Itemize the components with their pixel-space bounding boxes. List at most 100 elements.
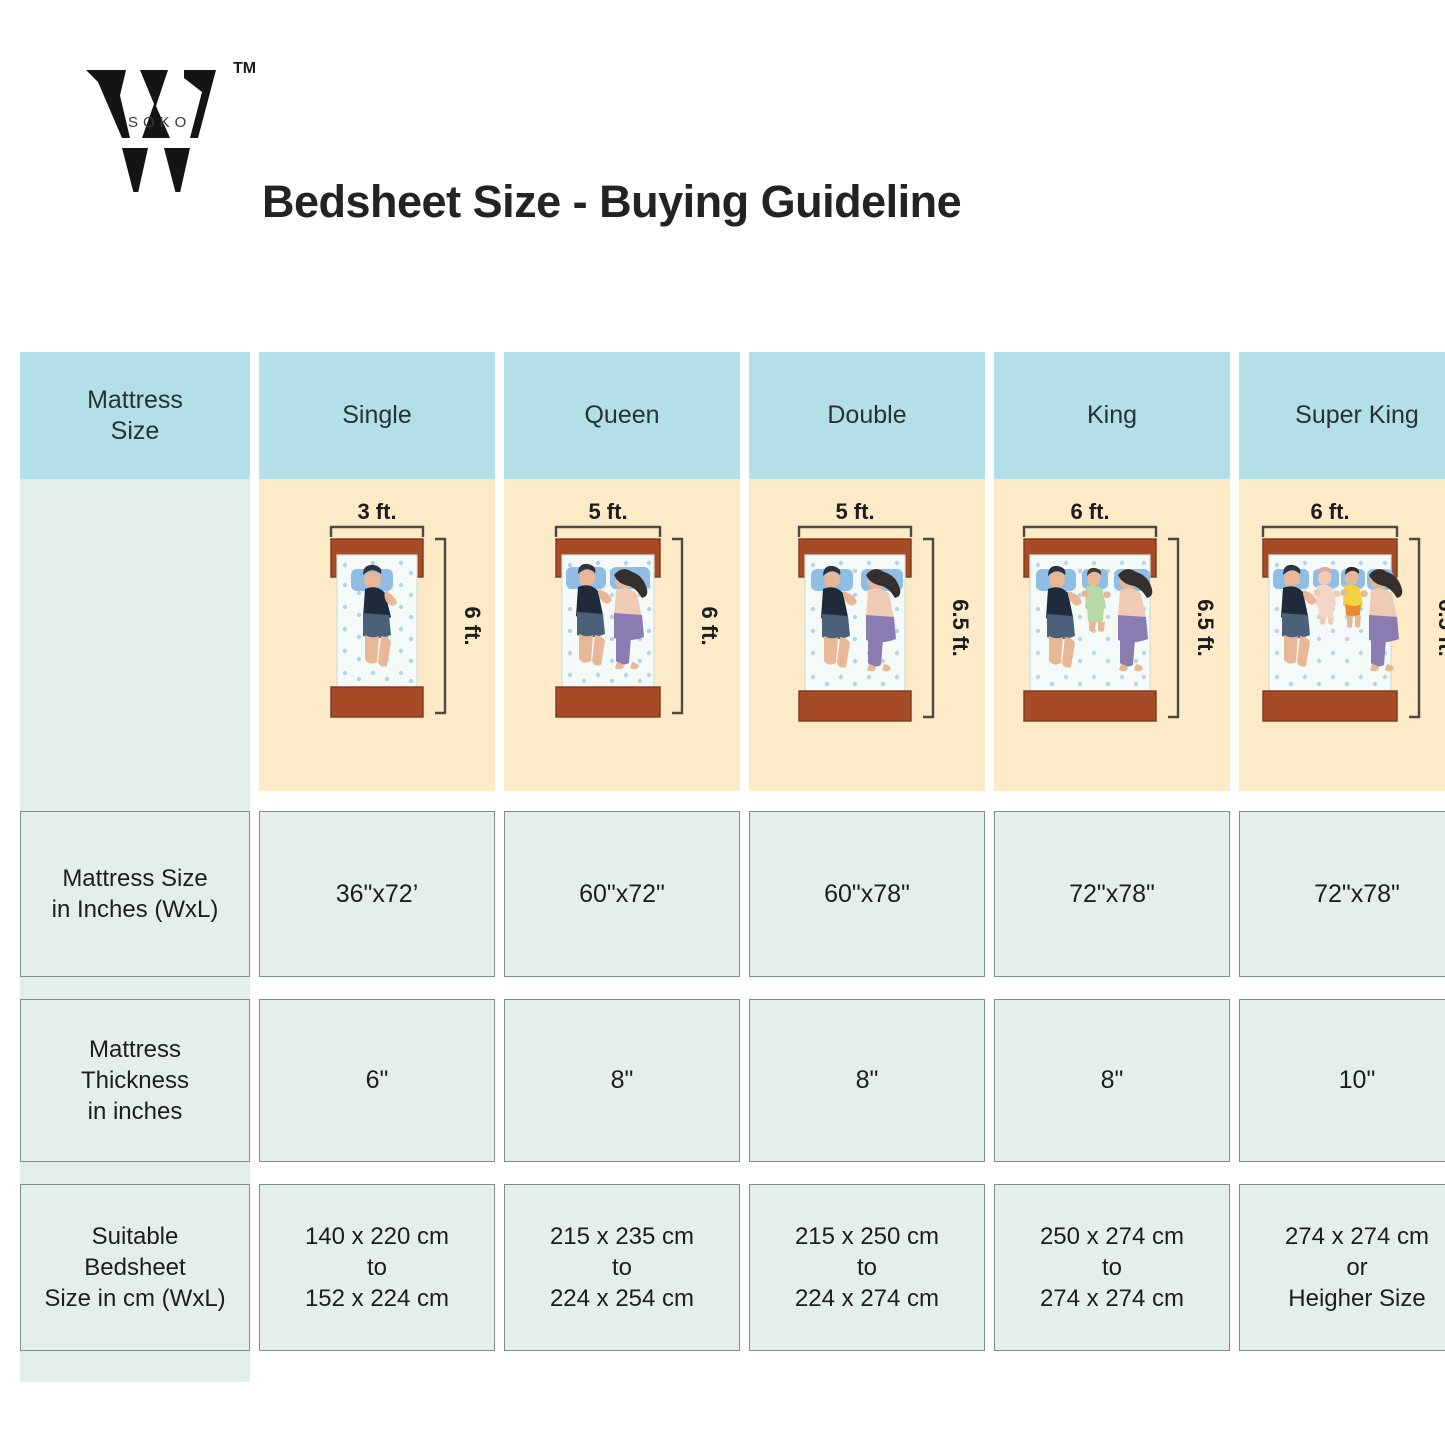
table-row-size-inches: Mattress Size in Inches (WxL) 36"x72’ 60"…: [20, 811, 1445, 977]
cell-bedsheet-cm-queen-wrap: 215 x 235 cm to 224 x 254 cm: [504, 1184, 740, 1351]
cell-thickness-double: 8": [749, 999, 985, 1162]
cell-size-inches-queen-wrap: 60"x72": [504, 811, 740, 977]
sleeper-figure-man: [821, 565, 857, 668]
cell-bedsheet-cm-queen: 215 x 235 cm to 224 x 254 cm: [504, 1184, 740, 1351]
cell-thickness-king: 8": [994, 999, 1230, 1162]
cell-size-inches-super-king-wrap: 72"x78": [1239, 811, 1445, 977]
sleeper-figure: [363, 564, 397, 667]
row-label-bedsheet-cm: Suitable Bedsheet Size in cm (WxL): [20, 1184, 250, 1351]
svg-text:6 ft.: 6 ft.: [1310, 499, 1349, 524]
svg-text:6 ft.: 6 ft.: [697, 606, 722, 645]
cell-thickness-queen: 8": [504, 999, 740, 1162]
column-super-king[interactable]: Super King: [1239, 352, 1445, 479]
cell-bedsheet-cm-double: 215 x 250 cm to 224 x 274 cm: [749, 1184, 985, 1351]
column-king[interactable]: King: [994, 352, 1230, 479]
svg-text:3 ft.: 3 ft.: [357, 499, 396, 524]
header-cell-super-king[interactable]: Super King: [1239, 352, 1445, 479]
cell-bedsheet-cm-single-wrap: 140 x 220 cm to 152 x 224 cm: [259, 1184, 495, 1351]
svg-text:5 ft.: 5 ft.: [835, 499, 874, 524]
svg-text:5 ft.: 5 ft.: [588, 499, 627, 524]
bed-diagram-queen-icon: 5 ft. 6 ft.: [554, 499, 722, 718]
trademark-mark: TM: [233, 60, 257, 77]
illustration-cell-queen: 5 ft. 6 ft.: [504, 479, 740, 791]
cell-thickness-super-king: 10": [1239, 999, 1445, 1162]
cell-thickness-super-king-wrap: 10": [1239, 999, 1445, 1162]
sleeper-figure-baby: [1314, 566, 1341, 625]
header-label-super-king: Super King: [1295, 401, 1419, 430]
sleeper-figure-child: [1082, 567, 1111, 632]
illustration-cell-single: 3 ft. 6 ft.: [259, 479, 495, 791]
cell-size-inches-queen: 60"x72": [504, 811, 740, 977]
sleeper-figure-man: [1281, 564, 1317, 667]
cell-thickness-single: 6": [259, 999, 495, 1162]
cell-bedsheet-cm-super-king: 274 x 274 cm or Heigher Size: [1239, 1184, 1445, 1351]
w-monogram-icon: [86, 70, 216, 192]
cell-size-inches-double-wrap: 60"x78": [749, 811, 985, 977]
row-label-bedsheet-cm-wrap: Suitable Bedsheet Size in cm (WxL): [20, 1184, 250, 1351]
illustration-cell-double: 5 ft. 6.5 ft.: [749, 479, 985, 791]
illustration-cell-king-wrap: 6 ft. 6.5 ft.: [994, 479, 1230, 791]
header-cell-double[interactable]: Double: [749, 352, 985, 479]
cell-size-inches-king-wrap: 72"x78": [994, 811, 1230, 977]
illustration-cell-super-king-wrap: 6 ft. 6.5 ft.: [1239, 479, 1445, 791]
header-corner-label: Mattress Size: [87, 386, 183, 445]
cell-size-inches-single: 36"x72’: [259, 811, 495, 977]
table-row-bedsheet-cm: Suitable Bedsheet Size in cm (WxL) 140 x 2…: [20, 1184, 1445, 1351]
logo-mark: SOKO TM: [78, 52, 278, 192]
row-label-thickness: Mattress Thickness in inches: [20, 999, 250, 1162]
illustration-label-empty: [20, 479, 250, 791]
table-illustration-row: 3 ft. 6 ft.: [20, 479, 1445, 791]
cell-bedsheet-cm-double-wrap: 215 x 250 cm to 224 x 274 cm: [749, 1184, 985, 1351]
cell-bedsheet-cm-king: 250 x 274 cm to 274 x 274 cm: [994, 1184, 1230, 1351]
svg-text:6.5 ft.: 6.5 ft.: [1193, 599, 1218, 656]
column-mattress-size: Mattress Size: [20, 352, 250, 479]
table-row-thickness: Mattress Thickness in inches 6" 8" 8" 8" 1…: [20, 999, 1445, 1162]
logo-wordmark: SOKO: [128, 114, 192, 131]
illustration-cell-king: 6 ft. 6.5 ft.: [994, 479, 1230, 791]
sleeper-figure-man: [1046, 565, 1082, 668]
cell-thickness-queen-wrap: 8": [504, 999, 740, 1162]
bed-diagram-double-icon: 5 ft. 6.5 ft.: [797, 499, 973, 722]
cell-thickness-king-wrap: 8": [994, 999, 1230, 1162]
brand-logo: SOKO TM: [78, 52, 288, 192]
bed-diagram-super-king-icon: 6 ft. 6.5 ft.: [1261, 499, 1445, 722]
row-label-thickness-wrap: Mattress Thickness in inches: [20, 999, 250, 1162]
cell-size-inches-single-wrap: 36"x72’: [259, 811, 495, 977]
header-label-single: Single: [342, 401, 412, 430]
row-label-size-inches: Mattress Size in Inches (WxL): [20, 811, 250, 977]
column-double[interactable]: Double: [749, 352, 985, 479]
svg-text:6 ft.: 6 ft.: [1070, 499, 1109, 524]
bed-diagram-single-icon: 3 ft. 6 ft.: [329, 499, 485, 718]
row-label-size-inches-wrap: Mattress Size in Inches (WxL): [20, 811, 250, 977]
page-title: Bedsheet Size - Buying Guideline: [262, 176, 962, 227]
illustration-row-label-cell: [20, 479, 250, 791]
cell-size-inches-super-king: 72"x78": [1239, 811, 1445, 977]
sleeper-figure-child: [1341, 566, 1368, 628]
sleeper-figure-woman: [1369, 569, 1403, 672]
cell-bedsheet-cm-king-wrap: 250 x 274 cm to 274 x 274 cm: [994, 1184, 1230, 1351]
bedsheet-size-table: Mattress Size Single Queen Double: [20, 352, 1445, 1351]
cell-bedsheet-cm-super-king-wrap: 274 x 274 cm or Heigher Size: [1239, 1184, 1445, 1351]
sleeper-figure-man: [576, 563, 612, 666]
header-cell-corner: Mattress Size: [20, 352, 250, 479]
cell-bedsheet-cm-single: 140 x 220 cm to 152 x 224 cm: [259, 1184, 495, 1351]
svg-text:6.5 ft.: 6.5 ft.: [948, 599, 973, 656]
header-label-king: King: [1086, 401, 1138, 430]
sleeper-figure-woman: [1118, 569, 1153, 672]
bed-diagram-king-icon: 6 ft. 6.5 ft.: [1022, 499, 1218, 722]
header-cell-queen[interactable]: Queen: [504, 352, 740, 479]
cell-size-inches-king: 72"x78": [994, 811, 1230, 977]
illustration-cell-single-wrap: 3 ft. 6 ft.: [259, 479, 495, 791]
column-queen[interactable]: Queen: [504, 352, 740, 479]
illustration-cell-super-king: 6 ft. 6.5 ft.: [1239, 479, 1445, 791]
illustration-cell-double-wrap: 5 ft. 6.5 ft.: [749, 479, 985, 791]
header-cell-king[interactable]: King: [994, 352, 1230, 479]
cell-size-inches-double: 60"x78": [749, 811, 985, 977]
cell-thickness-double-wrap: 8": [749, 999, 985, 1162]
illustration-cell-queen-wrap: 5 ft. 6 ft.: [504, 479, 740, 791]
svg-text:6 ft.: 6 ft.: [460, 606, 485, 645]
header-cell-single[interactable]: Single: [259, 352, 495, 479]
header-label-double: Double: [827, 401, 907, 430]
column-single[interactable]: Single: [259, 352, 495, 479]
